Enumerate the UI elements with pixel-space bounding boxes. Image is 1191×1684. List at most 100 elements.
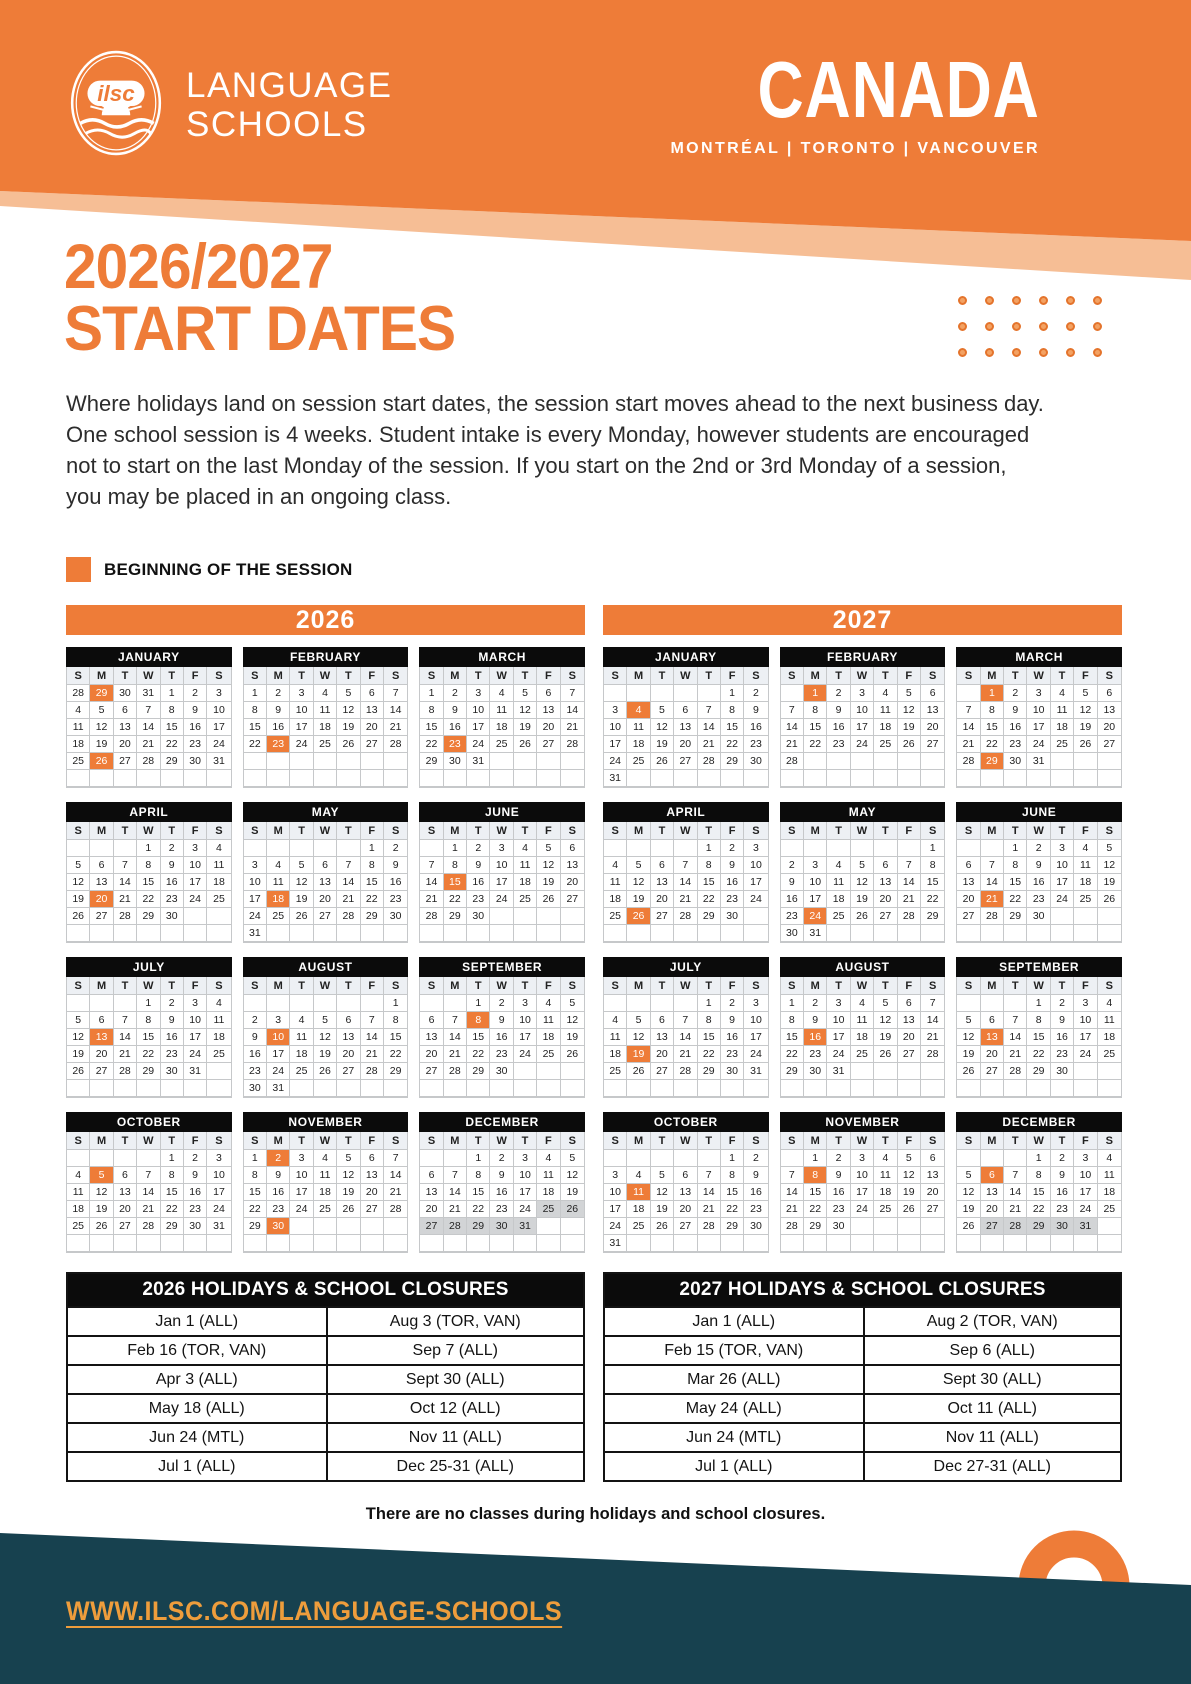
date-cell <box>337 1235 361 1252</box>
date-cell: 3 <box>207 1150 231 1167</box>
weekday-header: S <box>243 977 268 995</box>
date-cell: 2 <box>720 995 745 1012</box>
date-cell <box>920 1063 945 1080</box>
date-cell: 19 <box>957 1201 981 1218</box>
date-cell: 1 <box>467 995 491 1012</box>
year-block-2026: 2026 JANUARY S M T W T F S 28 29 30 31 1 2 3 4 5 6 7 8 9 10 11… <box>66 605 585 1253</box>
date-cell: 9 <box>160 1012 184 1029</box>
date-cell: 20 <box>957 891 981 908</box>
date-cell: 12 <box>627 1029 651 1046</box>
date-cell: 31 <box>804 925 828 942</box>
month-title: MAY <box>779 802 946 822</box>
date-cell: 11 <box>290 1029 314 1046</box>
date-cell: 27 <box>957 908 981 925</box>
date-cell: 30 <box>1050 1063 1075 1080</box>
date-cell <box>827 770 851 787</box>
date-cell: 5 <box>650 1167 675 1184</box>
date-cell: 22 <box>360 891 384 908</box>
weekday-header: T <box>1050 977 1075 995</box>
weekday-header: T <box>467 1132 491 1150</box>
date-cell: 16 <box>1050 1029 1075 1046</box>
date-cell: 6 <box>650 857 675 874</box>
date-cell <box>980 840 1005 857</box>
date-cell: 12 <box>537 857 561 874</box>
weekday-header: W <box>674 667 698 685</box>
session-start-date: 24 <box>804 908 828 925</box>
closure-date: 31 <box>513 1218 538 1235</box>
month-2026-august: AUGUST S M T W T F S 1 2 3 4 5 6 7 8 9 10 11 12 13 14 15 16 17 18… <box>242 957 409 1098</box>
weekday-header: S <box>780 977 805 995</box>
date-cell <box>290 1080 314 1097</box>
session-start-date: 23 <box>443 736 468 753</box>
date-cell: 23 <box>1027 891 1051 908</box>
date-cell: 17 <box>744 1029 768 1046</box>
date-cell: 2 <box>443 685 468 702</box>
date-cell: 4 <box>207 840 231 857</box>
date-cell: 24 <box>290 736 314 753</box>
date-cell: 28 <box>920 1046 945 1063</box>
date-cell <box>957 1150 981 1167</box>
website-link[interactable]: WWW.ILSC.COM/LANGUAGE-SCHOOLS <box>66 1596 563 1626</box>
intro-paragraph: Where holidays land on session start dat… <box>66 391 1044 509</box>
month-title: JANUARY <box>66 647 232 667</box>
date-cell <box>183 908 208 925</box>
date-cell: 22 <box>1027 1201 1051 1218</box>
session-start-date: 29 <box>90 685 114 702</box>
date-cell: 13 <box>920 1167 945 1184</box>
date-cell: 12 <box>627 874 651 891</box>
date-cell <box>1004 995 1028 1012</box>
date-cell: 19 <box>337 719 361 736</box>
date-cell <box>1097 1080 1121 1097</box>
date-cell <box>443 1150 468 1167</box>
date-cell <box>90 925 114 942</box>
weekday-header: T <box>827 667 851 685</box>
date-cell <box>90 770 114 787</box>
weekday-header: S <box>1097 822 1121 840</box>
date-cell: 22 <box>720 1201 745 1218</box>
weekday-header: S <box>67 822 91 840</box>
date-cell <box>780 1150 805 1167</box>
date-cell: 11 <box>604 1029 628 1046</box>
month-2027-january: JANUARY S M T W T F S 1 2 3 4 5 6 7 8 9 10 11 12 13 14 15 16 17 1… <box>603 647 769 788</box>
date-cell: 23 <box>490 1201 514 1218</box>
date-cell: 30 <box>383 908 408 925</box>
date-cell: 18 <box>627 736 651 753</box>
date-cell: 28 <box>780 1218 805 1235</box>
session-start-date: 10 <box>267 1029 291 1046</box>
date-cell: 5 <box>337 1150 361 1167</box>
date-cell: 23 <box>1050 1201 1075 1218</box>
date-cell: 30 <box>827 1218 851 1235</box>
date-cell <box>980 1235 1005 1252</box>
date-cell: 23 <box>1004 736 1028 753</box>
date-cell: 30 <box>160 1063 184 1080</box>
date-cell: 2 <box>160 840 184 857</box>
date-cell: 19 <box>537 874 561 891</box>
session-legend: BEGINNING OF THE SESSION <box>66 557 353 582</box>
weekday-header: W <box>137 1132 161 1150</box>
session-start-date: 16 <box>804 1029 828 1046</box>
date-cell <box>1050 908 1075 925</box>
weekday-header: S <box>420 822 444 840</box>
date-cell <box>360 770 384 787</box>
date-cell: 9 <box>243 1029 268 1046</box>
date-cell: 1 <box>720 685 745 702</box>
date-cell: 1 <box>1027 995 1051 1012</box>
date-cell: 3 <box>207 685 231 702</box>
weekday-header: M <box>90 822 114 840</box>
weekday-header: W <box>313 977 338 995</box>
dot-icon <box>958 322 967 331</box>
holiday-cell: Jul 1 (ALL) <box>605 1451 863 1480</box>
date-cell <box>897 1063 921 1080</box>
date-cell: 24 <box>207 736 231 753</box>
date-cell <box>850 840 875 857</box>
date-cell: 9 <box>267 702 291 719</box>
date-cell <box>90 840 114 857</box>
date-cell: 20 <box>980 1046 1005 1063</box>
date-cell: 10 <box>207 702 231 719</box>
month-title: FEBRUARY <box>779 647 946 667</box>
date-cell: 3 <box>290 685 314 702</box>
weekday-header: M <box>627 1132 651 1150</box>
date-cell <box>537 908 561 925</box>
date-cell: 3 <box>183 995 208 1012</box>
date-cell <box>183 1080 208 1097</box>
